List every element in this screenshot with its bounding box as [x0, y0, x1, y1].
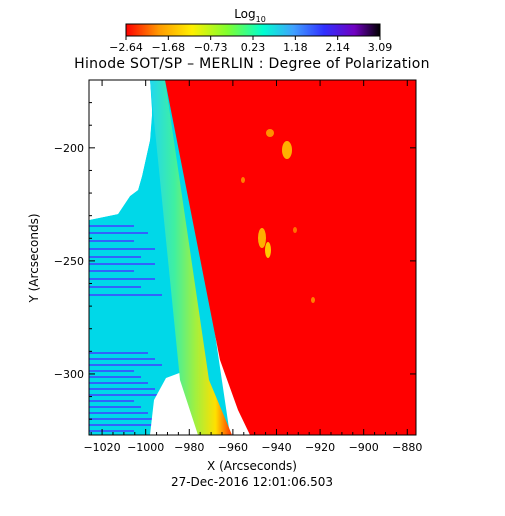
plot-frame: [88, 79, 417, 436]
colorbar-tick-label: 0.23: [241, 41, 266, 54]
stripe: [89, 248, 155, 250]
colorbar-tick-label: −2.64: [109, 41, 143, 54]
on-disk-region: [165, 80, 416, 435]
stripe: [89, 388, 155, 390]
y-tick-label: −250: [54, 255, 84, 268]
limb-band: [150, 80, 232, 435]
colorbar-tick-label: 3.09: [368, 41, 393, 54]
stripe: [89, 364, 162, 366]
colorbar-tick-label: 2.14: [325, 41, 350, 54]
stripe: [89, 406, 141, 408]
stripe: [89, 240, 134, 242]
bright-features: [241, 129, 315, 303]
colorbar-ticks: −2.64 −1.68 −0.73 0.23 1.18 2.14 3.09: [109, 36, 392, 54]
stripe: [89, 286, 141, 288]
x-tick-label: −920: [305, 441, 335, 454]
x-axis: −1020 −1000 −980 −960 −940 −920 −900 −880: [83, 80, 422, 454]
stripe: [89, 370, 134, 372]
colorbar-tick-label: 1.18: [283, 41, 308, 54]
stripe: [89, 430, 134, 432]
stripe: [89, 394, 162, 396]
stripe: [89, 376, 141, 378]
stripe: [89, 263, 155, 265]
missing-data-top: [89, 80, 152, 220]
x-tick-label: −940: [261, 441, 291, 454]
stripe: [89, 382, 148, 384]
timestamp: 27-Dec-2016 12:01:06.503: [171, 475, 333, 489]
stripe: [89, 232, 148, 234]
colorbar: [125, 23, 381, 37]
stripe: [89, 278, 155, 280]
colorbar-label: Log10: [234, 7, 266, 24]
y-axis: −200 −250 −300: [54, 79, 416, 420]
stripe: [89, 400, 134, 402]
chart-title: Hinode SOT/SP – MERLIN : Degree of Polar…: [74, 56, 430, 72]
x-tick-label: −880: [392, 441, 422, 454]
stripe: [89, 225, 134, 227]
x-axis-label: X (Arcseconds): [207, 459, 297, 473]
stripe: [89, 358, 155, 360]
stripe: [89, 270, 134, 272]
plot-area: [89, 80, 416, 435]
stripe: [89, 412, 148, 414]
stripe: [89, 418, 155, 420]
off-limb-stripes: [89, 225, 162, 432]
stripe: [89, 294, 162, 296]
y-tick-label: −200: [54, 142, 84, 155]
x-tick-label: −980: [174, 441, 204, 454]
x-tick-label: −1020: [83, 441, 120, 454]
x-tick-label: −1000: [127, 441, 164, 454]
stripe: [89, 256, 141, 258]
stripe: [89, 352, 148, 354]
y-tick-label: −300: [54, 368, 84, 381]
x-tick-label: −960: [218, 441, 248, 454]
y-axis-label: Y (Arcseconds): [27, 213, 41, 303]
colorbar-tick-label: −1.68: [151, 41, 185, 54]
x-tick-label: −900: [349, 441, 379, 454]
colorbar-tick-label: −0.73: [194, 41, 228, 54]
stripe: [89, 424, 162, 426]
